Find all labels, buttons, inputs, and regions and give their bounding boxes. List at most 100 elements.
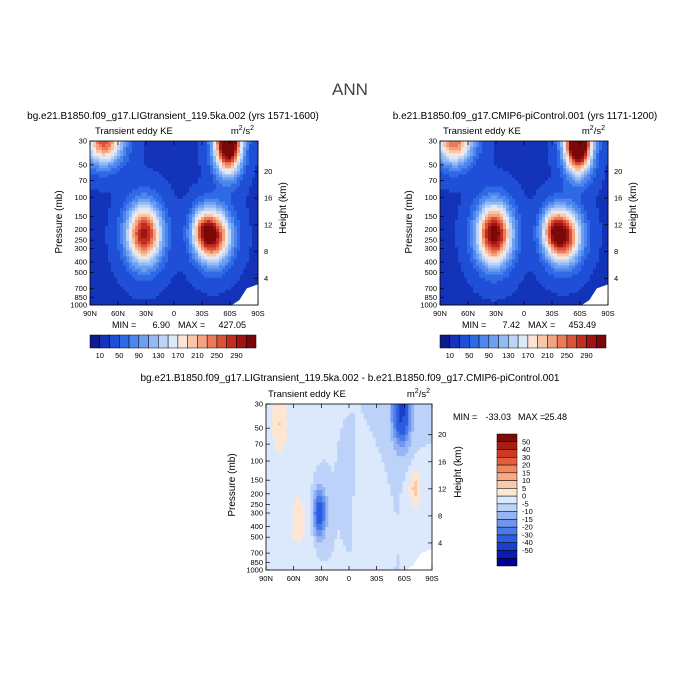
contour-cell	[566, 147, 570, 151]
contour-cell	[108, 301, 112, 306]
contour-cell	[159, 247, 163, 251]
contour-cell	[252, 283, 256, 288]
contour-cell	[108, 147, 112, 151]
contour-cell	[503, 226, 507, 230]
contour-cell	[234, 168, 238, 172]
contour-cell	[590, 238, 594, 242]
contour-cell	[503, 144, 507, 148]
contour-cell	[518, 177, 522, 181]
contour-cell	[473, 192, 477, 197]
contour-cell	[144, 280, 148, 285]
contour-cell	[171, 298, 175, 303]
contour-cell	[96, 183, 100, 187]
contour-cell	[222, 195, 226, 200]
contour-cell	[159, 253, 163, 257]
contour-cell	[467, 204, 471, 209]
contour-cell	[476, 223, 480, 227]
contour-cell	[186, 223, 190, 227]
contour-cell	[117, 301, 121, 306]
contour-cell	[533, 195, 537, 200]
contour-cell	[111, 298, 115, 303]
contour-cell	[234, 226, 238, 230]
contour-cell	[449, 183, 453, 187]
colorbar-label: 50	[115, 351, 123, 360]
contour-cell	[243, 250, 247, 254]
contour-cell	[156, 174, 160, 178]
contour-cell	[168, 144, 172, 148]
contour-cell	[602, 183, 606, 187]
contour-cell	[198, 180, 202, 184]
contour-cell	[521, 162, 525, 166]
contour-cell	[126, 262, 130, 266]
contour-cell	[533, 192, 537, 197]
contour-cell	[219, 274, 223, 279]
contour-cell	[135, 189, 139, 194]
contour-cell	[189, 159, 193, 163]
contour-cell	[156, 213, 160, 218]
y-tick-label-right: 20	[264, 167, 272, 176]
contour-cell	[198, 189, 202, 194]
contour-cell	[183, 241, 187, 245]
contour-cell	[135, 204, 139, 209]
contour-cell	[482, 219, 486, 224]
contour-cell	[521, 156, 525, 160]
contour-cell	[225, 219, 229, 224]
contour-cell	[461, 235, 465, 239]
contour-cell	[590, 216, 594, 221]
contour-cell	[578, 216, 582, 221]
contour-cell	[491, 147, 495, 151]
contour-cell	[210, 216, 214, 221]
contour-cell	[575, 174, 579, 178]
contour-cell	[246, 235, 250, 239]
contour-cell	[231, 153, 235, 157]
contour-cell	[186, 277, 190, 282]
contour-cell	[578, 235, 582, 239]
contour-cell	[473, 153, 477, 157]
contour-cell	[99, 198, 103, 203]
y-tick-label: 850	[74, 293, 87, 302]
x-tick-label: 0	[172, 309, 176, 318]
contour-cell	[521, 153, 525, 157]
contour-cell	[464, 198, 468, 203]
contour-cell	[554, 189, 558, 194]
contour-cell	[165, 268, 169, 272]
contour-cell	[129, 171, 133, 175]
contour-cell	[111, 232, 115, 236]
contour-cell	[135, 177, 139, 181]
contour-cell	[186, 289, 190, 294]
contour-cell	[255, 168, 259, 172]
contour-cell	[249, 250, 253, 254]
contour-cell	[225, 180, 229, 184]
contour-cell	[554, 219, 558, 224]
colorbar-label: 170	[172, 351, 185, 360]
contour-cell	[159, 259, 163, 263]
contour-cell	[117, 186, 121, 190]
colorbar-swatch	[119, 334, 130, 349]
contour-cell	[189, 253, 193, 257]
contour-cell	[446, 174, 450, 178]
contour-cell	[174, 210, 178, 215]
contour-cell	[590, 177, 594, 181]
contour-cell	[129, 226, 133, 230]
contour-cell	[159, 153, 163, 157]
contour-cell	[536, 180, 540, 184]
contour-cell	[584, 183, 588, 187]
contour-cell	[141, 180, 145, 184]
contour-cell	[446, 177, 450, 181]
contour-cell	[114, 298, 118, 303]
contour-cell	[449, 201, 453, 206]
contour-cell	[153, 180, 157, 184]
contour-cell	[225, 244, 229, 248]
contour-cell	[180, 277, 184, 282]
contour-cell	[243, 262, 247, 266]
contour-cell	[99, 259, 103, 263]
contour-cell	[545, 207, 549, 212]
contour-cell	[201, 247, 205, 251]
contour-cell	[557, 201, 561, 206]
contour-cell	[111, 204, 115, 209]
contour-cell	[536, 204, 540, 209]
contour-cell	[234, 210, 238, 215]
contour-cell	[234, 207, 238, 212]
contour-cell	[147, 153, 151, 157]
contour-cell	[114, 159, 118, 163]
